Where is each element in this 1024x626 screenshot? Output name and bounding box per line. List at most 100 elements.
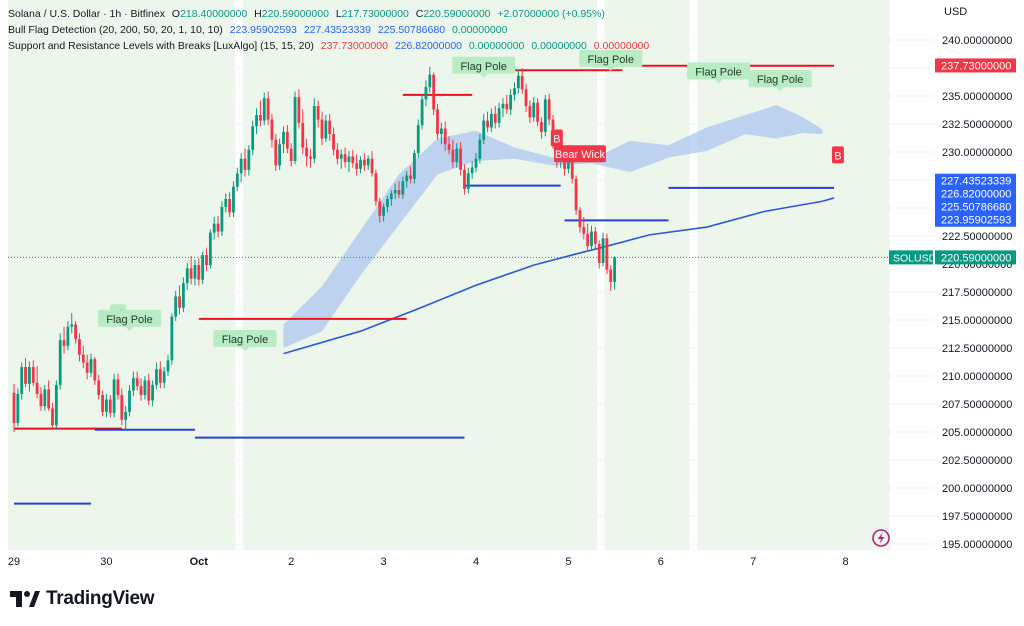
candle-body bbox=[158, 369, 162, 383]
candle-115 bbox=[455, 143, 459, 168]
y-tick-0: 240.00000000 bbox=[942, 35, 1012, 47]
candle-body bbox=[139, 386, 143, 396]
candle-63 bbox=[255, 108, 258, 135]
candle-30 bbox=[128, 384, 131, 417]
candle-95 bbox=[378, 197, 382, 223]
candle-body bbox=[178, 296, 181, 308]
candle-body bbox=[524, 89, 528, 107]
h-label: H bbox=[254, 8, 262, 20]
candle-body bbox=[351, 156, 355, 164]
candle-body bbox=[320, 119, 324, 139]
flag-pole-label-4-bg bbox=[687, 62, 751, 80]
candle-body bbox=[547, 99, 551, 120]
candle-2 bbox=[20, 362, 24, 400]
candle-134 bbox=[528, 100, 532, 123]
tradingview-logo[interactable]: TradingView bbox=[10, 588, 155, 610]
candle-body bbox=[447, 144, 451, 150]
candle-body bbox=[12, 392, 16, 424]
flag-pole-label-0-bg bbox=[97, 309, 162, 327]
candle-45 bbox=[185, 262, 189, 290]
candle-body bbox=[266, 98, 270, 120]
flag-zone-1 bbox=[242, 0, 598, 550]
flag-zones bbox=[8, 0, 890, 550]
price-axis[interactable]: 240.00000000237.50000000235.00000000232.… bbox=[934, 0, 1024, 551]
candle-body bbox=[78, 339, 81, 355]
flag-pole-label-0-pointer bbox=[125, 326, 134, 331]
candle-body bbox=[201, 255, 205, 280]
break-marker-1: B bbox=[831, 146, 844, 164]
candle-body bbox=[278, 144, 282, 166]
candle-151 bbox=[593, 227, 597, 250]
candle-109 bbox=[432, 72, 436, 116]
y-tick-16: 200.00000000 bbox=[942, 483, 1012, 495]
candle-body bbox=[170, 316, 174, 361]
candle-body bbox=[466, 173, 470, 189]
candle-body bbox=[155, 369, 158, 385]
flag-pole-label-4: Flag Pole bbox=[687, 62, 751, 84]
candle-body bbox=[89, 359, 93, 373]
candle-body bbox=[501, 103, 505, 109]
break-marker-0-bg bbox=[550, 129, 563, 147]
candle-10 bbox=[51, 402, 54, 430]
flag-pole-label-4-pointer bbox=[714, 79, 723, 84]
candle-body bbox=[401, 181, 405, 195]
bull-flag-ma-line bbox=[283, 197, 835, 355]
candle-70 bbox=[282, 126, 285, 154]
x-tick-8: 7 bbox=[750, 556, 756, 568]
candle-body bbox=[505, 103, 509, 110]
candle-body bbox=[54, 384, 58, 426]
price-tag-bull-lower: 223.95902593 bbox=[935, 212, 1016, 227]
candle-body bbox=[336, 149, 339, 159]
candle-body bbox=[609, 269, 613, 282]
bull-flag-value-1: 223.95902593 bbox=[229, 24, 297, 36]
x-tick-6: 5 bbox=[565, 556, 571, 568]
candle-28 bbox=[120, 388, 124, 426]
candle-body bbox=[309, 156, 312, 159]
candle-64 bbox=[259, 100, 262, 127]
y-tick-9: 217.50000000 bbox=[942, 287, 1012, 299]
symbol-title[interactable]: Solana / U.S. Dollar · 1h · Bitfinex bbox=[8, 8, 165, 20]
price-tag-bull-upper-text: 227.43523339 bbox=[941, 176, 1011, 188]
time-axis[interactable]: 29 30 Oct 2 3 4 5 6 7 8 bbox=[0, 550, 934, 574]
candle-15 bbox=[70, 313, 74, 334]
candle-body bbox=[297, 97, 301, 123]
candle-22 bbox=[97, 374, 101, 400]
x-tick-0: 29 bbox=[8, 556, 20, 568]
candle-85 bbox=[339, 149, 343, 169]
candle-body bbox=[378, 201, 382, 216]
candle-37 bbox=[155, 362, 158, 390]
candle-108 bbox=[428, 66, 432, 93]
candle-114 bbox=[451, 139, 455, 168]
candle-body bbox=[436, 109, 439, 135]
last-price-bg bbox=[935, 250, 1016, 265]
candle-33 bbox=[139, 378, 143, 401]
candle-49 bbox=[201, 251, 205, 285]
candle-125 bbox=[493, 106, 497, 129]
candle-78 bbox=[312, 98, 316, 164]
candle-body bbox=[413, 153, 416, 179]
o-value: 218.40000000 bbox=[180, 8, 248, 20]
candle-153 bbox=[601, 232, 605, 267]
candle-94 bbox=[374, 169, 378, 206]
lightning-icon[interactable] bbox=[872, 529, 890, 547]
flag-pole-label-3-text: Flag Pole bbox=[588, 54, 634, 66]
candle-body bbox=[597, 243, 601, 263]
candle-body bbox=[182, 283, 185, 308]
candle-79 bbox=[316, 100, 320, 128]
indicator-sr-name[interactable]: Support and Resistance Levels with Break… bbox=[8, 40, 314, 52]
currency-label[interactable]: USD bbox=[944, 6, 968, 18]
candle-83 bbox=[332, 127, 335, 156]
candle-102 bbox=[405, 171, 409, 188]
indicator-bull-flag-name[interactable]: Bull Flag Detection (20, 200, 50, 20, 1,… bbox=[8, 24, 223, 36]
candle-body bbox=[397, 190, 401, 195]
y-tick-15: 202.50000000 bbox=[942, 455, 1012, 467]
candle-65 bbox=[262, 92, 266, 126]
candle-129 bbox=[509, 89, 513, 116]
candle-body bbox=[374, 173, 378, 202]
candle-43 bbox=[178, 285, 181, 315]
c-label: C bbox=[415, 8, 424, 20]
last-price-tag: SOLUSD 220.59000000 bbox=[889, 250, 1016, 265]
y-tick-14: 205.00000000 bbox=[942, 427, 1012, 439]
candle-40 bbox=[166, 354, 170, 376]
